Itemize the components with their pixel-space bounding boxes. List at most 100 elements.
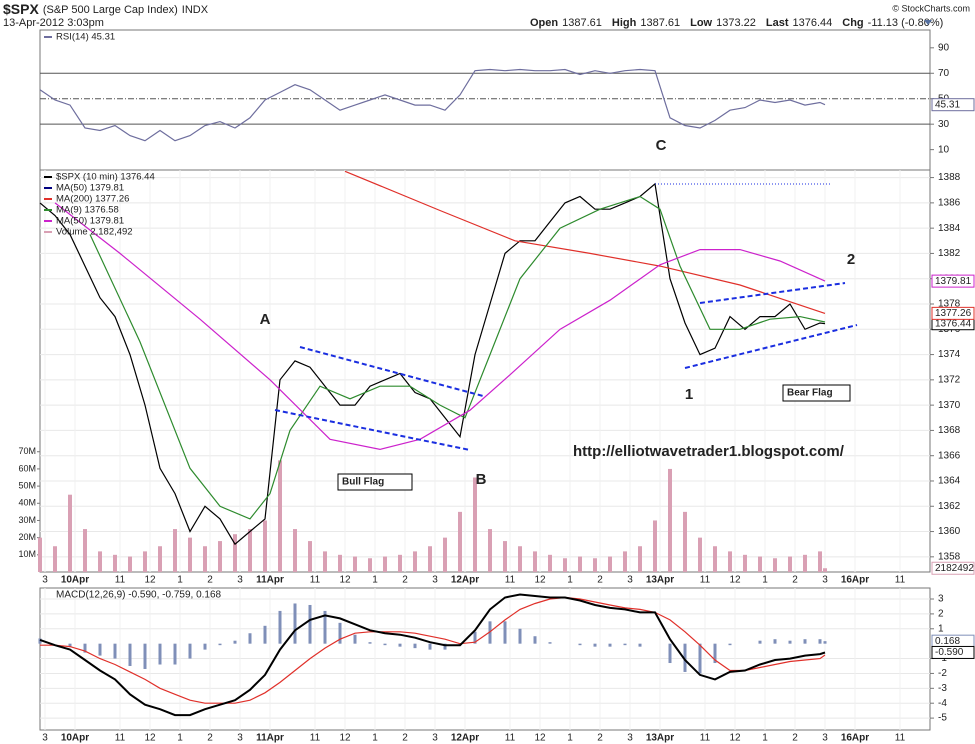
quote-value: -11.13 (-0.80%) bbox=[868, 17, 944, 29]
histogram-bar bbox=[128, 643, 132, 666]
dropdown-arrow[interactable] bbox=[924, 20, 932, 25]
annotation-box bbox=[782, 384, 851, 402]
histogram-bar bbox=[113, 643, 117, 659]
volume-bar bbox=[398, 554, 402, 572]
value-tag-label: 1379.81 bbox=[935, 276, 972, 287]
x-tick-label: 1 bbox=[762, 733, 768, 744]
x-tick-label: 12 bbox=[339, 575, 351, 586]
x-tick-label: 12 bbox=[729, 575, 741, 586]
x-tick-label: 2 bbox=[792, 575, 798, 586]
quote-label: High bbox=[612, 17, 637, 29]
volume-bar bbox=[233, 534, 237, 572]
x-tick-label: 2 bbox=[597, 733, 603, 744]
y-tick-label: 3 bbox=[938, 594, 944, 605]
volume-bar bbox=[548, 554, 552, 572]
x-tick-label: 11Apr bbox=[256, 575, 284, 586]
annotation: Bear Flag bbox=[787, 388, 833, 399]
volume-bar bbox=[593, 558, 597, 572]
volume-bar bbox=[98, 551, 102, 572]
x-tick-label: 16Apr bbox=[841, 575, 869, 586]
x-tick-label: 1 bbox=[372, 575, 378, 586]
histogram-bar bbox=[788, 640, 792, 644]
source: © StockCharts.com bbox=[892, 3, 970, 13]
x-tick-label: 11 bbox=[700, 733, 711, 744]
date: 13-Apr-2012 3:03pm bbox=[3, 17, 104, 29]
x-tick-label: 2 bbox=[402, 575, 408, 586]
legend-entry: MA(200) 1377.26 bbox=[56, 194, 129, 205]
volume-bar bbox=[68, 494, 72, 572]
histogram-bar bbox=[38, 638, 42, 644]
y2-tick-label: 60M bbox=[18, 463, 36, 473]
volume-bar bbox=[263, 520, 267, 572]
annotation: Bull Flag bbox=[342, 477, 384, 488]
histogram-bar bbox=[728, 643, 732, 646]
histogram-bar bbox=[353, 634, 357, 644]
histogram-bar bbox=[773, 639, 777, 644]
volume-bar bbox=[638, 546, 642, 572]
histogram-bar bbox=[428, 643, 432, 650]
volume-bar bbox=[743, 554, 747, 572]
x-tick-label: 1 bbox=[372, 733, 378, 744]
annotation: http://elliotwavetrader1.blogspot.com/ bbox=[573, 443, 845, 460]
x-tick-label: 3 bbox=[237, 575, 243, 586]
y-tick-label: 1368 bbox=[938, 425, 961, 436]
volume-bar bbox=[308, 541, 312, 572]
volume-bar bbox=[368, 558, 372, 572]
y-tick-label: 90 bbox=[938, 42, 950, 53]
series-line bbox=[40, 596, 826, 704]
histogram-bar bbox=[818, 639, 822, 644]
histogram-bar bbox=[323, 610, 327, 644]
volume-bar bbox=[383, 556, 387, 572]
exchange: INDX bbox=[182, 4, 209, 16]
volume-bar bbox=[248, 529, 252, 572]
volume-bar bbox=[698, 537, 702, 572]
y2-tick-label: 30M bbox=[18, 515, 36, 525]
x-tick-label: 12 bbox=[534, 733, 546, 744]
series-line bbox=[54, 202, 826, 451]
histogram-bar bbox=[338, 622, 342, 644]
annotation: 2 bbox=[847, 251, 855, 268]
x-tick-label: 2 bbox=[402, 733, 408, 744]
y2-tick-label: 10M bbox=[18, 549, 36, 559]
value-tag bbox=[931, 306, 975, 320]
histogram-bar bbox=[623, 643, 627, 646]
legend-swatch bbox=[44, 231, 52, 233]
histogram-bar bbox=[233, 640, 237, 644]
volume-bar bbox=[788, 556, 792, 572]
legend-entry: $SPX (10 min) 1376.44 bbox=[56, 172, 155, 183]
volume-bar bbox=[683, 511, 687, 572]
value-tag bbox=[931, 98, 975, 112]
legend-entry: MA(50) 1379.81 bbox=[56, 183, 124, 194]
histogram-bar bbox=[248, 633, 252, 644]
legend-swatch bbox=[44, 36, 52, 38]
x-tick-label: 2 bbox=[207, 733, 213, 744]
volume-bar bbox=[758, 556, 762, 572]
histogram-bar bbox=[158, 643, 162, 665]
drawings bbox=[274, 183, 858, 451]
x-tick-label: 13Apr bbox=[646, 575, 674, 586]
x-tick-label: 11 bbox=[115, 733, 126, 744]
histogram-bar bbox=[518, 628, 522, 644]
y-tick-label: -2 bbox=[938, 668, 947, 679]
value-tag-label: -0.590 bbox=[935, 647, 964, 658]
quote: Open 1387.61 High 1387.61 Low 1373.22 Last 1376… bbox=[530, 17, 943, 29]
y2-tick-label: 70M bbox=[18, 446, 36, 456]
volume-bar bbox=[158, 546, 162, 572]
histogram-bar bbox=[203, 643, 207, 650]
y-tick-label: 1372 bbox=[938, 374, 961, 385]
x-tick-label: 12Apr bbox=[451, 733, 479, 744]
y-tick-label: 2 bbox=[938, 609, 944, 620]
x-tick-label: 13Apr bbox=[646, 733, 674, 744]
trend-line bbox=[699, 282, 846, 304]
volume-bar bbox=[803, 554, 807, 572]
y-tick-label: 1362 bbox=[938, 501, 961, 512]
value-tag bbox=[931, 561, 975, 575]
x-tick-label: 3 bbox=[627, 733, 633, 744]
volume-bar bbox=[188, 537, 192, 572]
y-tick-label: -4 bbox=[938, 698, 947, 709]
x-tick-label: 11Apr bbox=[256, 733, 284, 744]
x-tick-label: 3 bbox=[237, 733, 243, 744]
y-tick-label: 30 bbox=[938, 119, 950, 130]
x-tick-label: 1 bbox=[177, 733, 183, 744]
histogram-bar bbox=[263, 625, 267, 644]
